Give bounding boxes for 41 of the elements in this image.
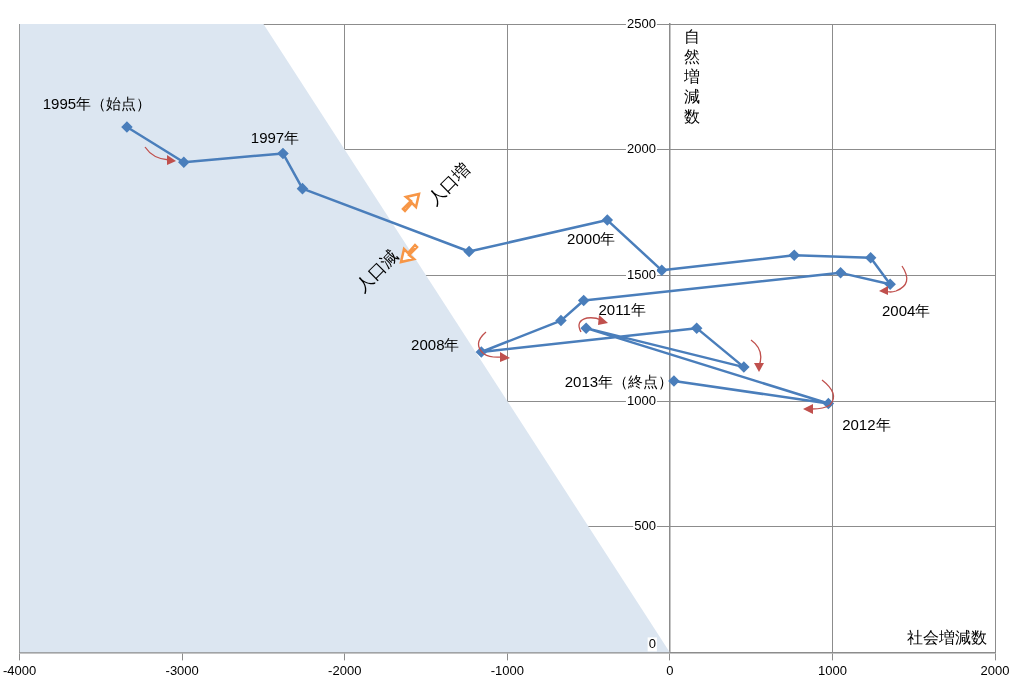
annotation: 1997年 bbox=[250, 128, 300, 146]
y-tick-label: 2000 bbox=[626, 141, 656, 157]
y-tick-label: 1500 bbox=[626, 266, 656, 282]
point bbox=[297, 183, 308, 194]
x-tick-label: -2000 bbox=[328, 662, 362, 678]
point bbox=[738, 361, 750, 373]
x-tick-label: -3000 bbox=[165, 662, 199, 678]
x-tick-label: 0 bbox=[666, 662, 674, 678]
annotation: 2011年 bbox=[598, 301, 646, 319]
point bbox=[656, 265, 667, 276]
x-tick-label: -4000 bbox=[3, 662, 37, 678]
point bbox=[788, 250, 800, 261]
x-tick-label: -1000 bbox=[490, 662, 524, 678]
point bbox=[602, 214, 613, 226]
annotation: 2012年 bbox=[842, 415, 891, 433]
y-tick-label: 0 bbox=[648, 635, 656, 651]
x-tick-label: 1000 bbox=[817, 662, 847, 678]
point bbox=[835, 267, 846, 279]
y-tick-label: 2500 bbox=[626, 15, 656, 31]
point bbox=[178, 157, 190, 168]
annotation: 1995年（始点） bbox=[42, 95, 152, 113]
point bbox=[555, 315, 567, 326]
annotation: 2008年 bbox=[411, 336, 460, 354]
annotation: 人口増 bbox=[424, 159, 475, 210]
point bbox=[865, 252, 876, 264]
annotation: 2013年（終点） bbox=[564, 373, 674, 391]
point bbox=[691, 322, 702, 334]
point bbox=[277, 148, 289, 159]
point bbox=[121, 121, 133, 133]
x-axis-title: 社会増減数 bbox=[907, 628, 987, 646]
annotation: 人口減 bbox=[352, 246, 403, 297]
point bbox=[463, 246, 475, 257]
point bbox=[578, 295, 589, 306]
y-tick-label: 500 bbox=[634, 518, 656, 534]
x-tick-label: 2000 bbox=[980, 662, 1010, 678]
annotation: 2004年 bbox=[881, 302, 931, 320]
y-axis-title: 自然増減数 bbox=[682, 28, 700, 126]
y-tick-label: 1000 bbox=[626, 392, 656, 408]
annotation: 2000年 bbox=[567, 230, 616, 248]
point bbox=[884, 278, 896, 290]
point bbox=[668, 375, 680, 387]
